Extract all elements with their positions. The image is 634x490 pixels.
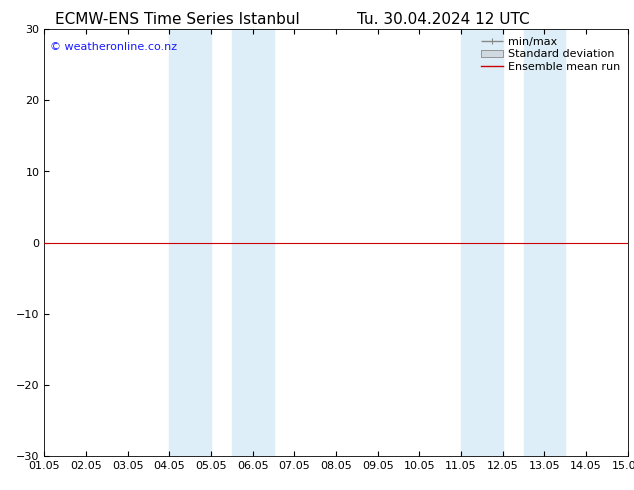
Text: © weatheronline.co.nz: © weatheronline.co.nz bbox=[50, 42, 178, 52]
Text: Tu. 30.04.2024 12 UTC: Tu. 30.04.2024 12 UTC bbox=[358, 12, 530, 27]
Bar bbox=[461, 29, 503, 456]
Bar bbox=[169, 29, 211, 456]
Bar bbox=[524, 29, 565, 456]
Text: ECMW-ENS Time Series Istanbul: ECMW-ENS Time Series Istanbul bbox=[55, 12, 300, 27]
Legend: min/max, Standard deviation, Ensemble mean run: min/max, Standard deviation, Ensemble me… bbox=[479, 35, 622, 74]
Bar bbox=[232, 29, 273, 456]
